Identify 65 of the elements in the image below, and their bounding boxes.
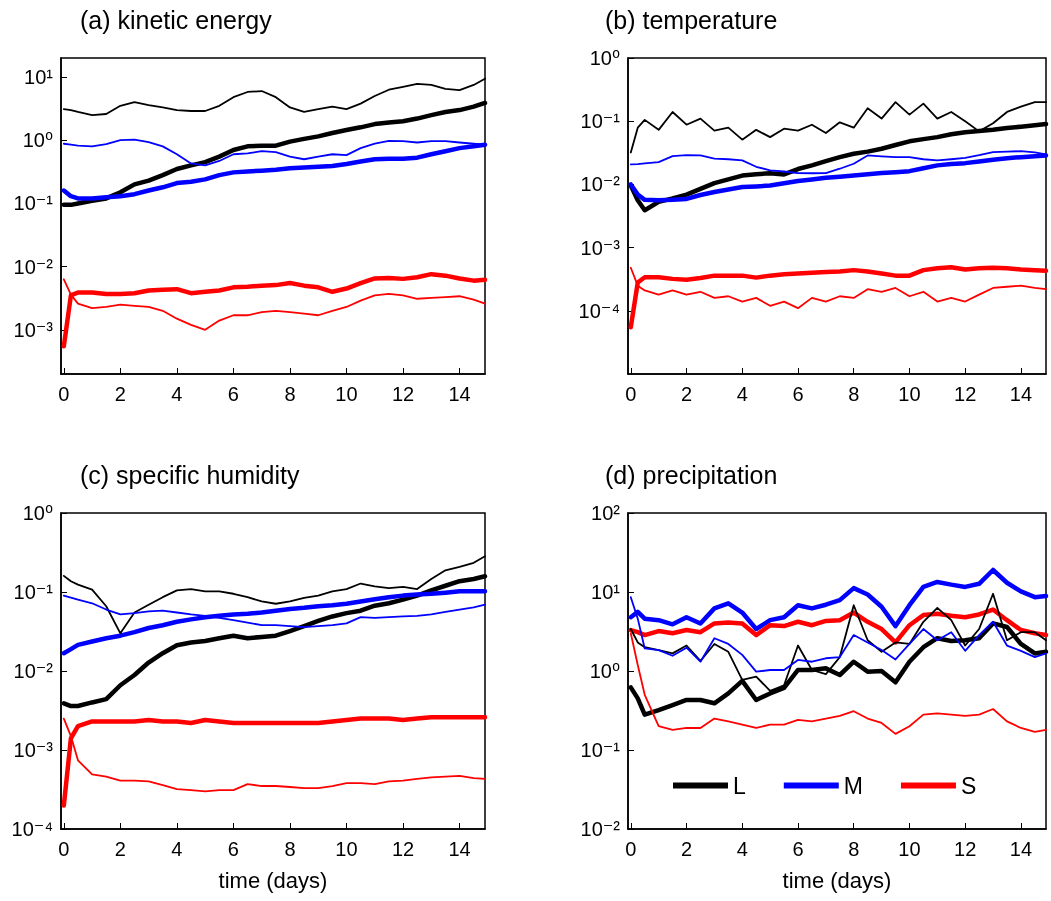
x-tick-label: 6 bbox=[227, 838, 239, 860]
y-tick-label: 10⁻² bbox=[13, 660, 54, 682]
chart-title: (d) precipitation bbox=[605, 460, 778, 489]
line-series bbox=[61, 271, 488, 349]
x-tick-label: 10 bbox=[898, 838, 921, 860]
legend-label: M bbox=[843, 772, 863, 799]
line-series bbox=[628, 264, 1049, 330]
x-tick-label: 0 bbox=[625, 383, 637, 405]
x-tick-label: 0 bbox=[58, 383, 70, 405]
y-tick-label: 10⁰ bbox=[22, 502, 53, 524]
x-tick-label: 6 bbox=[792, 838, 804, 860]
legend-label: S bbox=[960, 772, 977, 799]
chart-title: (a) kinetic energy bbox=[80, 5, 273, 34]
x-tick-label: 4 bbox=[171, 383, 183, 405]
x-tick-label: 8 bbox=[284, 838, 296, 860]
y-tick-label: 10⁻² bbox=[13, 255, 54, 278]
x-tick-label: 8 bbox=[284, 383, 296, 405]
x-tick-label: 4 bbox=[736, 383, 748, 405]
x-tick-label: 14 bbox=[1009, 383, 1033, 405]
x-tick-label: 14 bbox=[448, 383, 471, 405]
y-tick-label: 10¹ bbox=[24, 66, 54, 89]
x-tick-label: 2 bbox=[114, 838, 126, 860]
y-tick-label: 10⁻¹ bbox=[580, 110, 621, 133]
x-tick-label: 2 bbox=[680, 838, 693, 860]
x-tick-label: 10 bbox=[335, 838, 358, 860]
x-tick-label: 12 bbox=[954, 838, 977, 860]
x-tick-label: 14 bbox=[448, 838, 471, 860]
x-tick-label: 6 bbox=[227, 383, 239, 405]
x-axis-title: time (days) bbox=[218, 867, 328, 893]
x-tick-label: 14 bbox=[1009, 838, 1033, 860]
x-tick-label: 2 bbox=[680, 383, 693, 405]
line-series bbox=[61, 714, 488, 808]
x-tick-label: 12 bbox=[391, 383, 415, 405]
y-tick-label: 10⁰ bbox=[589, 47, 620, 69]
x-tick-label: 12 bbox=[391, 838, 415, 860]
line-series bbox=[61, 589, 488, 656]
legend-label: L bbox=[733, 772, 746, 799]
x-axis-title: time (days) bbox=[782, 867, 892, 893]
x-tick-label: 8 bbox=[848, 383, 860, 405]
x-tick-label: 12 bbox=[954, 383, 977, 405]
x-tick-label: 4 bbox=[171, 838, 183, 860]
y-tick-label: 10¹ bbox=[591, 581, 621, 603]
y-tick-label: 10⁻¹ bbox=[13, 581, 54, 603]
y-tick-label: 10⁻³ bbox=[13, 739, 54, 761]
y-tick-label: 10⁻¹ bbox=[13, 192, 54, 215]
y-tick-label: 10⁻¹ bbox=[580, 739, 621, 761]
y-tick-label: 10⁻³ bbox=[580, 236, 621, 259]
y-tick-label: 10⁻⁴ bbox=[578, 299, 620, 322]
y-tick-label: 10² bbox=[591, 502, 621, 524]
x-tick-label: 10 bbox=[898, 383, 921, 405]
y-tick-label: 10⁻² bbox=[580, 818, 621, 840]
y-tick-label: 10⁻³ bbox=[13, 318, 54, 341]
x-tick-label: 0 bbox=[625, 838, 637, 860]
x-tick-label: 2 bbox=[114, 383, 126, 405]
y-tick-label: 10⁻² bbox=[580, 173, 621, 196]
y-tick-label: 10⁻⁴ bbox=[11, 818, 53, 840]
y-tick-label: 10⁰ bbox=[589, 660, 620, 682]
x-tick-label: 10 bbox=[335, 383, 358, 405]
x-tick-label: 6 bbox=[792, 383, 804, 405]
x-tick-label: 4 bbox=[736, 838, 748, 860]
chart-title: (b) temperature bbox=[605, 5, 778, 34]
x-tick-label: 0 bbox=[58, 838, 70, 860]
chart-title: (c) specific humidity bbox=[80, 460, 300, 489]
x-tick-label: 8 bbox=[848, 838, 860, 860]
y-tick-label: 10⁰ bbox=[22, 129, 53, 152]
